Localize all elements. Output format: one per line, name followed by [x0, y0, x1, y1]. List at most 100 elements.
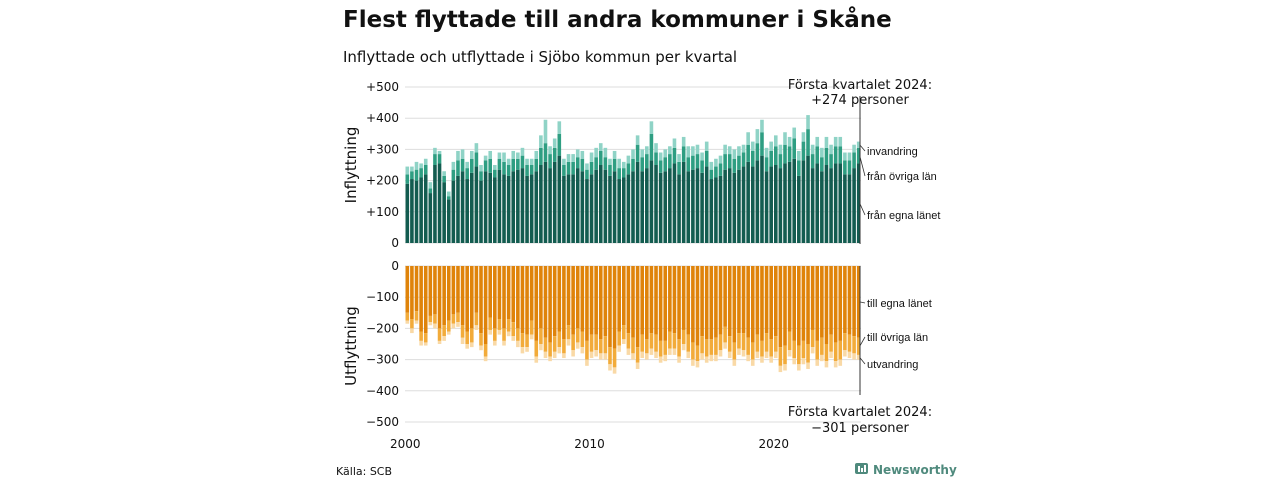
outflow-bar-segment	[681, 266, 686, 330]
outflow-bar-segment	[810, 347, 815, 354]
outflow-bar-segment	[852, 336, 856, 354]
inflow-bar-segment	[585, 179, 589, 243]
x-tick-label: 2020	[759, 437, 790, 451]
outflow-bar-segment	[423, 266, 428, 334]
inflow-bar-segment	[755, 143, 760, 161]
inflow-bar-segment	[691, 146, 695, 156]
inflow-bar-segment	[529, 165, 534, 175]
outflow-bar-segment	[668, 348, 672, 355]
inflow-bar-segment	[824, 165, 829, 243]
y-tick-label: +100	[366, 205, 399, 219]
inflow-bar-segment	[479, 165, 483, 172]
inflow-bar-segment	[704, 166, 709, 243]
inflow-bar-segment	[847, 160, 852, 175]
inflow-bar-segment	[451, 169, 456, 181]
inflow-bar-segment	[714, 166, 718, 178]
inflow-bar-segment	[552, 138, 557, 148]
inflow-bar-segment	[589, 161, 594, 175]
outflow-bar-segment	[741, 350, 746, 357]
inflow-bar-segment	[645, 168, 649, 243]
outflow-bar-segment	[829, 266, 833, 335]
outflow-bar-segment	[626, 348, 631, 355]
outflow-bar-segment	[645, 266, 649, 340]
inflow-bar-segment	[718, 175, 723, 243]
inflow-bar-segment	[433, 147, 437, 155]
outflow-bar-segment	[557, 347, 562, 354]
inflow-bar-segment	[635, 144, 640, 162]
outflow-bar-segment	[405, 266, 410, 313]
inflow-bar-segment	[691, 155, 695, 170]
outflow-bar-segment	[718, 334, 723, 351]
inflow-bar-segment	[783, 132, 787, 145]
inflow-bar-segment	[552, 161, 557, 243]
inflow-bar-segment	[847, 174, 852, 243]
outflow-bar-segment	[658, 266, 663, 341]
inflow-bar-segment	[502, 174, 506, 243]
inflow-bar-segment	[714, 177, 718, 243]
inflow-bar-segment	[797, 160, 801, 176]
outflow-bar-segment	[783, 266, 787, 346]
outflow-bar-segment	[704, 356, 709, 363]
outflow-bar-segment	[469, 342, 474, 348]
inflow-bar-segment	[663, 149, 668, 158]
inflow-bar-segment	[820, 157, 824, 172]
outflow-bar-segment	[437, 340, 442, 344]
outflow-bar-segment	[493, 266, 497, 329]
outflow-bar-segment	[525, 347, 529, 352]
outflow-y-ticks: −500 −400 −300 −200 −100 0	[366, 259, 399, 429]
inflow-bar-segment	[843, 174, 847, 243]
outflow-bar-segment	[732, 266, 737, 343]
outflow-bar-segment	[575, 342, 580, 349]
source-note: Källa: SCB	[336, 465, 392, 478]
outflow-bar-segment	[479, 266, 483, 334]
inflow-bar-segment	[529, 158, 534, 165]
inflow-bar-segment	[778, 154, 783, 169]
inflow-bar-segment	[451, 180, 456, 243]
inflow-bar-segment	[686, 171, 691, 243]
outflow-bar-segment	[635, 362, 640, 369]
outflow-bar-segment	[585, 266, 589, 341]
outflow-bar-segment	[621, 325, 626, 340]
inflow-bar-segment	[833, 136, 838, 147]
outflow-bar-segment	[566, 339, 571, 346]
outflow-bar-segment	[787, 266, 792, 332]
inflow-bar-segment	[617, 158, 621, 169]
outflow-bar-segment	[635, 266, 640, 348]
outflow-bar-segment	[773, 351, 778, 359]
inflow-bar-segment	[608, 175, 612, 243]
outflow-bar-segment	[557, 266, 562, 332]
series-label-leader	[859, 336, 866, 347]
inflow-bar-segment	[414, 161, 419, 170]
inflow-bar-segment	[437, 150, 442, 155]
outflow-bar-segment	[589, 334, 594, 352]
outflow-bar-segment	[732, 359, 737, 366]
outflow-bar-segment	[649, 266, 654, 334]
outflow-bar-segment	[792, 266, 797, 341]
outflow-bar-segment	[594, 350, 598, 357]
inflow-bar-segment	[511, 150, 516, 159]
inflow-bar-segment	[704, 141, 709, 151]
inflow-bar-segment	[686, 157, 691, 172]
outflow-bar-segment	[479, 333, 483, 346]
outflow-bar-segment	[571, 266, 575, 335]
outflow-bar-segment	[497, 329, 502, 335]
outflow-bar-segment	[506, 331, 511, 337]
inflow-bar-segment	[737, 169, 741, 243]
inflow-bar-segment	[603, 147, 608, 158]
inflow-bar-segment	[566, 154, 571, 162]
inflow-bar-segment	[575, 168, 580, 243]
outflow-bar-segment	[603, 336, 608, 354]
outflow-bar-segment	[691, 342, 695, 360]
outflow-bar-segment	[727, 266, 732, 337]
inflow-bar-segment	[829, 168, 833, 243]
outflow-bar-segment	[433, 323, 437, 329]
inflow-bar-segment	[677, 174, 681, 243]
inflow-bar-segment	[493, 177, 497, 243]
outflow-bar-segment	[718, 350, 723, 357]
outflow-bar-segment	[806, 266, 810, 344]
outflow-bar-segment	[502, 340, 506, 346]
outflow-bar-segment	[677, 266, 681, 340]
outflow-bar-segment	[497, 319, 502, 330]
y-tick-label: +200	[366, 174, 399, 188]
inflow-bar-segment	[423, 174, 428, 243]
